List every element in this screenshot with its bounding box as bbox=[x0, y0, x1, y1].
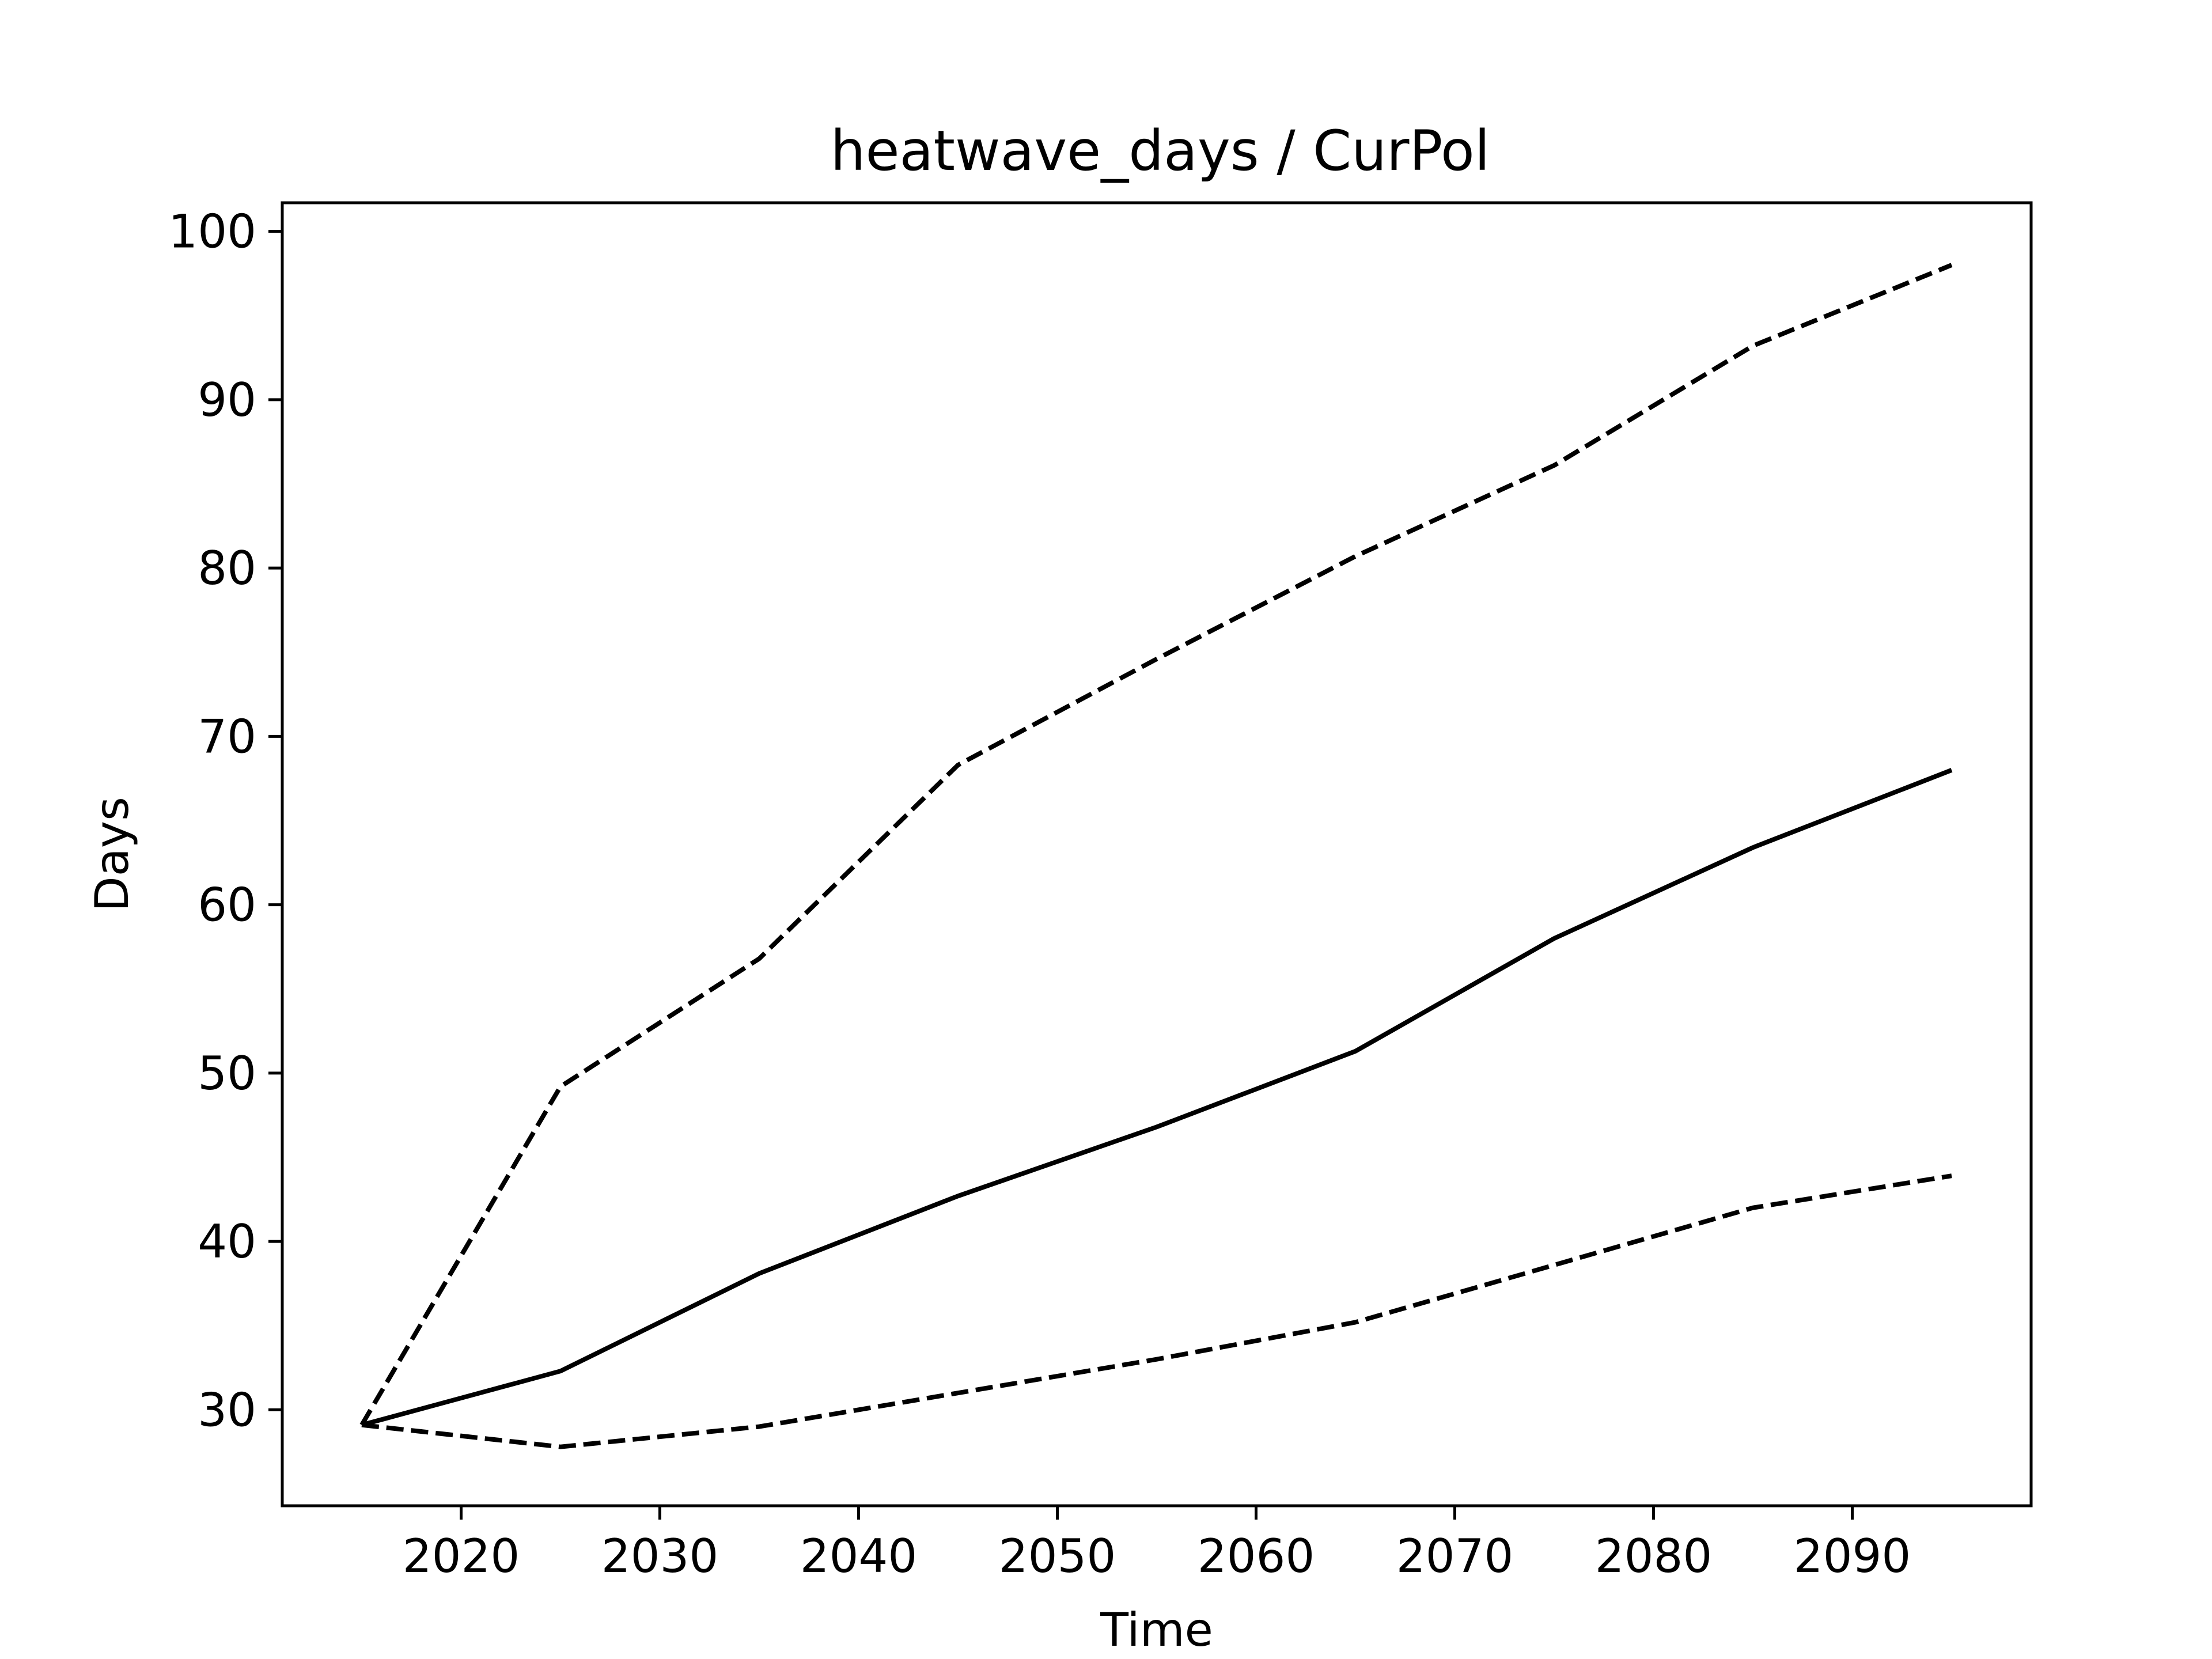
x-tick-label: 2060 bbox=[1198, 1529, 1315, 1583]
plot-area-frame bbox=[281, 201, 2033, 1508]
x-tick-label: 2030 bbox=[601, 1529, 719, 1583]
series-line-1 bbox=[359, 263, 1953, 1426]
chart-title: heatwave_days / CurPol bbox=[831, 119, 1490, 183]
y-tick-label: 50 bbox=[198, 1047, 256, 1100]
y-tick-label: 60 bbox=[198, 878, 256, 932]
x-axis-ticks: 2020 2030 2040 2050 2060 2070 2080 2090 bbox=[403, 1506, 1911, 1583]
y-tick-label: 30 bbox=[198, 1383, 256, 1437]
y-tick-label: 40 bbox=[198, 1215, 256, 1268]
x-tick-label: 2070 bbox=[1396, 1529, 1514, 1583]
y-axis-label: Days bbox=[85, 797, 139, 912]
x-tick-label: 2050 bbox=[999, 1529, 1116, 1583]
series-line-2 bbox=[361, 768, 1953, 1427]
x-tick-label: 2020 bbox=[403, 1529, 520, 1583]
y-tick-label: 90 bbox=[198, 373, 256, 427]
y-axis-ticks: 30 40 50 60 70 80 90 100 bbox=[168, 205, 282, 1437]
series-layer bbox=[359, 263, 1953, 1449]
x-tick-label: 2090 bbox=[1794, 1529, 1911, 1583]
series-line-3 bbox=[361, 1173, 1952, 1449]
x-tick-label: 2040 bbox=[800, 1529, 918, 1583]
x-axis-label: Time bbox=[1100, 1603, 1213, 1657]
y-tick-label: 70 bbox=[198, 710, 256, 763]
y-tick-label: 80 bbox=[198, 541, 256, 595]
x-tick-label: 2080 bbox=[1595, 1529, 1713, 1583]
y-tick-label: 100 bbox=[168, 205, 256, 259]
